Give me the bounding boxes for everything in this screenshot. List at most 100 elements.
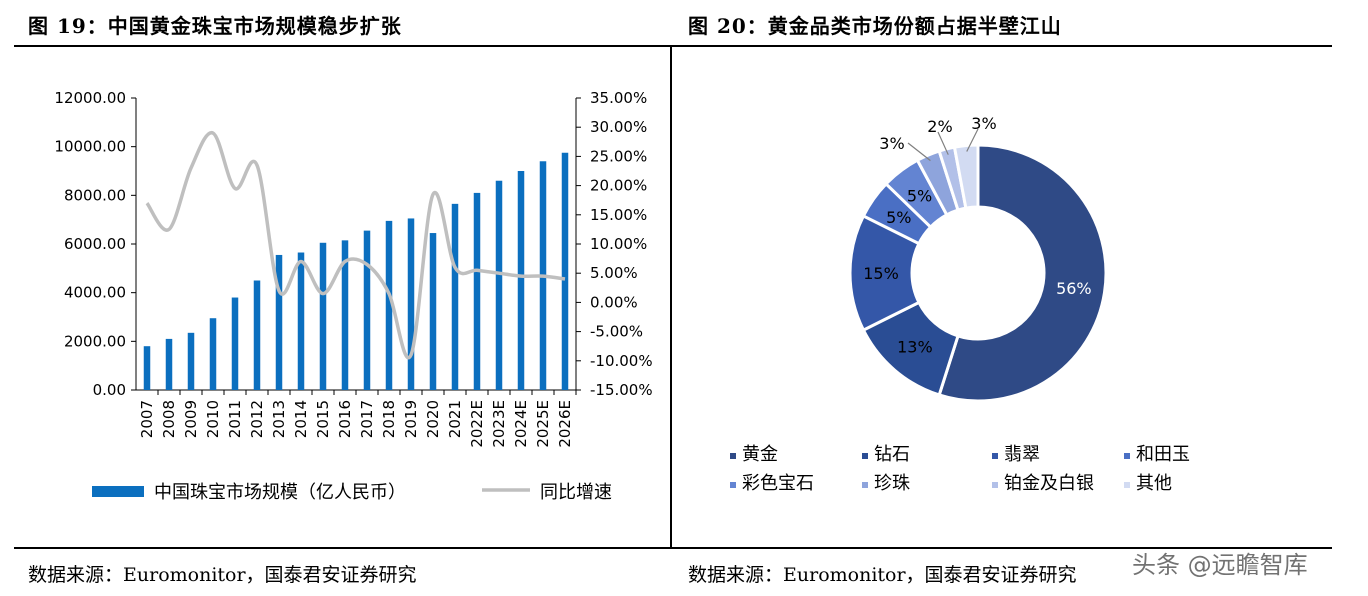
slice-label: 3% (879, 134, 904, 153)
legend-label: 和田玉 (1136, 444, 1190, 465)
bar (143, 346, 151, 390)
donut-labels: 56% 13% 15% 5% 5% 3% 2% 3% (863, 114, 1091, 357)
legend-label: 钻石 (874, 444, 910, 465)
right-tick-label: 5.00% (590, 264, 638, 282)
bar (363, 230, 371, 390)
x-tick-label: 2012 (248, 400, 266, 438)
x-tick-label: 2016 (336, 400, 354, 438)
legend-swatch (1124, 453, 1130, 459)
legend-swatch (862, 482, 868, 488)
legend-swatch (992, 482, 998, 488)
left-tick-label: 2000.00 (64, 332, 126, 350)
left-tick-label: 0.00 (93, 381, 126, 399)
growth-line-series (145, 131, 566, 360)
figure19-source: 数据来源：Euromonitor，国泰君安证券研究 (28, 564, 417, 586)
bar (187, 332, 195, 390)
slice-label: 5% (886, 208, 911, 227)
bar (385, 220, 393, 390)
right-tick-label: 30.00% (590, 118, 647, 136)
x-tick-label: 2009 (182, 400, 200, 438)
slice-label: 2% (927, 117, 952, 136)
bar (297, 252, 305, 390)
bar-chart-axes (131, 97, 581, 395)
bar (407, 218, 415, 390)
legend-swatch (1124, 482, 1130, 488)
legend-line-label: 同比增速 (540, 482, 612, 503)
donut-slice (937, 143, 1108, 403)
right-tick-label: 25.00% (590, 147, 647, 165)
x-tick-label: 2026E (556, 400, 574, 448)
bar (561, 152, 569, 390)
right-tick-label: 20.00% (590, 177, 647, 195)
left-tick-label: 6000.00 (64, 235, 126, 253)
slice-label: 15% (863, 264, 899, 283)
x-tick-label: 2020 (424, 400, 442, 438)
top-rule (14, 45, 1332, 47)
bar (165, 338, 173, 390)
legend-swatch (862, 453, 868, 459)
bar (495, 180, 503, 390)
legend-label: 翡翠 (1004, 444, 1040, 465)
bar (319, 242, 327, 390)
legend-swatch (730, 453, 736, 459)
x-tick-label: 2021 (446, 400, 464, 438)
bottom-rule (14, 547, 1332, 549)
bar (517, 171, 525, 390)
leader-line (937, 131, 949, 155)
right-tick-label: -10.00% (590, 352, 653, 370)
legend-label: 珍珠 (874, 473, 910, 494)
right-tick-label: 35.00% (590, 89, 647, 107)
legend-label: 铂金及白银 (1004, 473, 1094, 494)
x-tick-label: 2010 (204, 400, 222, 438)
leader-line (907, 142, 931, 162)
bar (209, 318, 217, 390)
legend-label: 黄金 (742, 444, 778, 465)
bar-series (143, 152, 569, 390)
left-tick-label: 12000.00 (54, 89, 126, 107)
x-tick-label: 2019 (402, 400, 420, 438)
x-tick-label: 2013 (270, 400, 288, 438)
x-tick-label: 2008 (160, 400, 178, 438)
legend-swatch (730, 482, 736, 488)
slice-label: 5% (907, 187, 932, 206)
right-tick-label: 0.00% (590, 293, 638, 311)
right-tick-label: -15.00% (590, 381, 653, 399)
bar (429, 233, 437, 390)
legend-label: 其他 (1136, 473, 1172, 494)
x-tick-label: 2014 (292, 400, 310, 438)
bar (473, 192, 481, 390)
growth-line (145, 131, 566, 360)
left-tick-label: 8000.00 (64, 186, 126, 204)
bar (341, 240, 349, 390)
x-tick-label: 2024E (512, 400, 530, 448)
slice-label: 3% (971, 114, 996, 133)
right-tick-label: 10.00% (590, 235, 647, 253)
x-tick-label: 2017 (358, 400, 376, 438)
legend-bar-swatch (92, 486, 144, 497)
left-tick-label: 4000.00 (64, 284, 126, 302)
bar (231, 297, 239, 390)
right-tick-label: 15.00% (590, 206, 647, 224)
market-size-chart: 0.00 2000.00 4000.00 6000.00 8000.00 10000.00… (54, 89, 652, 503)
x-tick-label: 2018 (380, 400, 398, 438)
legend-label: 彩色宝石 (742, 473, 814, 494)
x-tick-label: 2011 (226, 400, 244, 438)
bar (253, 280, 261, 390)
x-tick-label: 2022E (468, 400, 486, 448)
bar-chart-legend: 中国珠宝市场规模（亿人民币） 同比增速 (92, 482, 612, 503)
donut-slice (952, 143, 980, 210)
x-tick-label: 2023E (490, 400, 508, 448)
x-tick-label: 2007 (138, 400, 156, 438)
legend-swatch (992, 453, 998, 459)
figure19-title: 图 19：中国黄金珠宝市场规模稳步扩张 (28, 14, 402, 38)
right-tick-label: -5.00% (590, 323, 643, 341)
x-tick-label: 2015 (314, 400, 332, 438)
center-divider (670, 46, 672, 548)
bar-chart-tick-labels: 0.00 2000.00 4000.00 6000.00 8000.00 10000.00… (54, 89, 652, 448)
bar (275, 254, 283, 390)
figure20-source: 数据来源：Euromonitor，国泰君安证券研究 (688, 564, 1077, 586)
figure20-title: 图 20：黄金品类市场份额占据半壁江山 (688, 14, 1062, 38)
slice-label: 13% (897, 338, 933, 357)
